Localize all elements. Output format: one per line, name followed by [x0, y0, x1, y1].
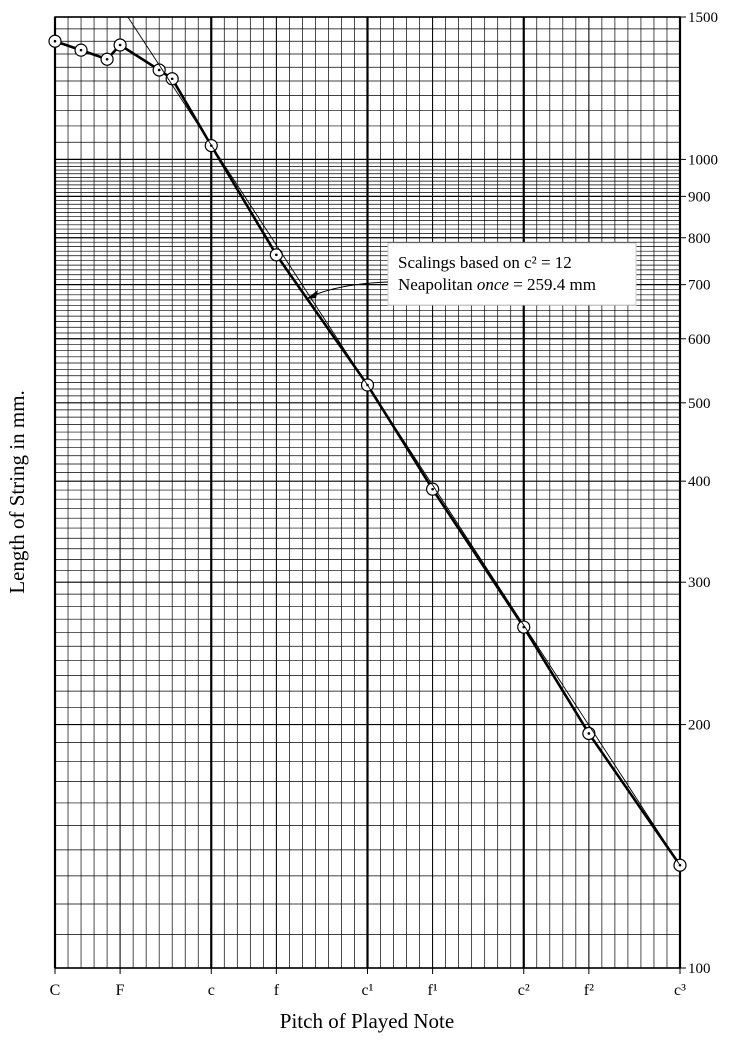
annotation-line: Scalings based on c² = 12 — [398, 253, 572, 272]
y-tick-label: 900 — [688, 189, 711, 205]
annotation-line: Neapolitan once = 259.4 mm — [398, 275, 596, 294]
data-point-dot — [53, 39, 57, 43]
y-tick-label: 200 — [688, 718, 711, 734]
y-tick-label: 800 — [688, 231, 711, 247]
annotation-arrow — [311, 281, 389, 297]
y-tick-label: 100 — [688, 961, 711, 977]
annotation-part: = 259.4 mm — [509, 275, 596, 294]
y-tick-label: 600 — [688, 332, 711, 348]
y-tick-label: 500 — [688, 396, 711, 412]
data-point-dot — [157, 68, 161, 72]
x-tick-label: C — [50, 982, 61, 999]
x-tick-label: c¹ — [362, 982, 374, 999]
y-tick-label: 1000 — [688, 152, 718, 168]
annotation-box — [387, 242, 637, 306]
x-tick-label: c² — [518, 982, 530, 999]
data-point-dot — [79, 48, 83, 52]
y-axis-label: Length of String in mm. — [5, 390, 29, 594]
y-tick-label: 1500 — [688, 10, 718, 26]
data-point-dot — [431, 487, 434, 491]
x-tick-label: c³ — [674, 982, 686, 999]
plot-frame — [54, 16, 681, 969]
x-tick-label: f¹ — [428, 982, 438, 999]
data-point-dot — [275, 253, 278, 257]
x-tick-label: f — [274, 982, 280, 999]
data-point-dot — [118, 43, 122, 47]
data-line — [127, 16, 681, 866]
annotation-part: once — [477, 275, 510, 294]
x-tick-label: F — [116, 982, 125, 999]
annotation-part: Neapolitan — [398, 275, 477, 294]
x-tick-label: c — [208, 982, 215, 999]
x-axis-label: Pitch of Played Note — [280, 1009, 454, 1033]
y-tick-label: 400 — [688, 474, 711, 490]
annotation-arrowhead — [306, 290, 318, 299]
data-point-dot — [587, 732, 591, 735]
data-point-dot — [170, 77, 174, 81]
y-tick-label: 700 — [688, 278, 711, 294]
x-tick-label: f² — [584, 982, 594, 999]
data-point-dot — [105, 57, 109, 61]
y-tick-label: 300 — [688, 575, 711, 591]
